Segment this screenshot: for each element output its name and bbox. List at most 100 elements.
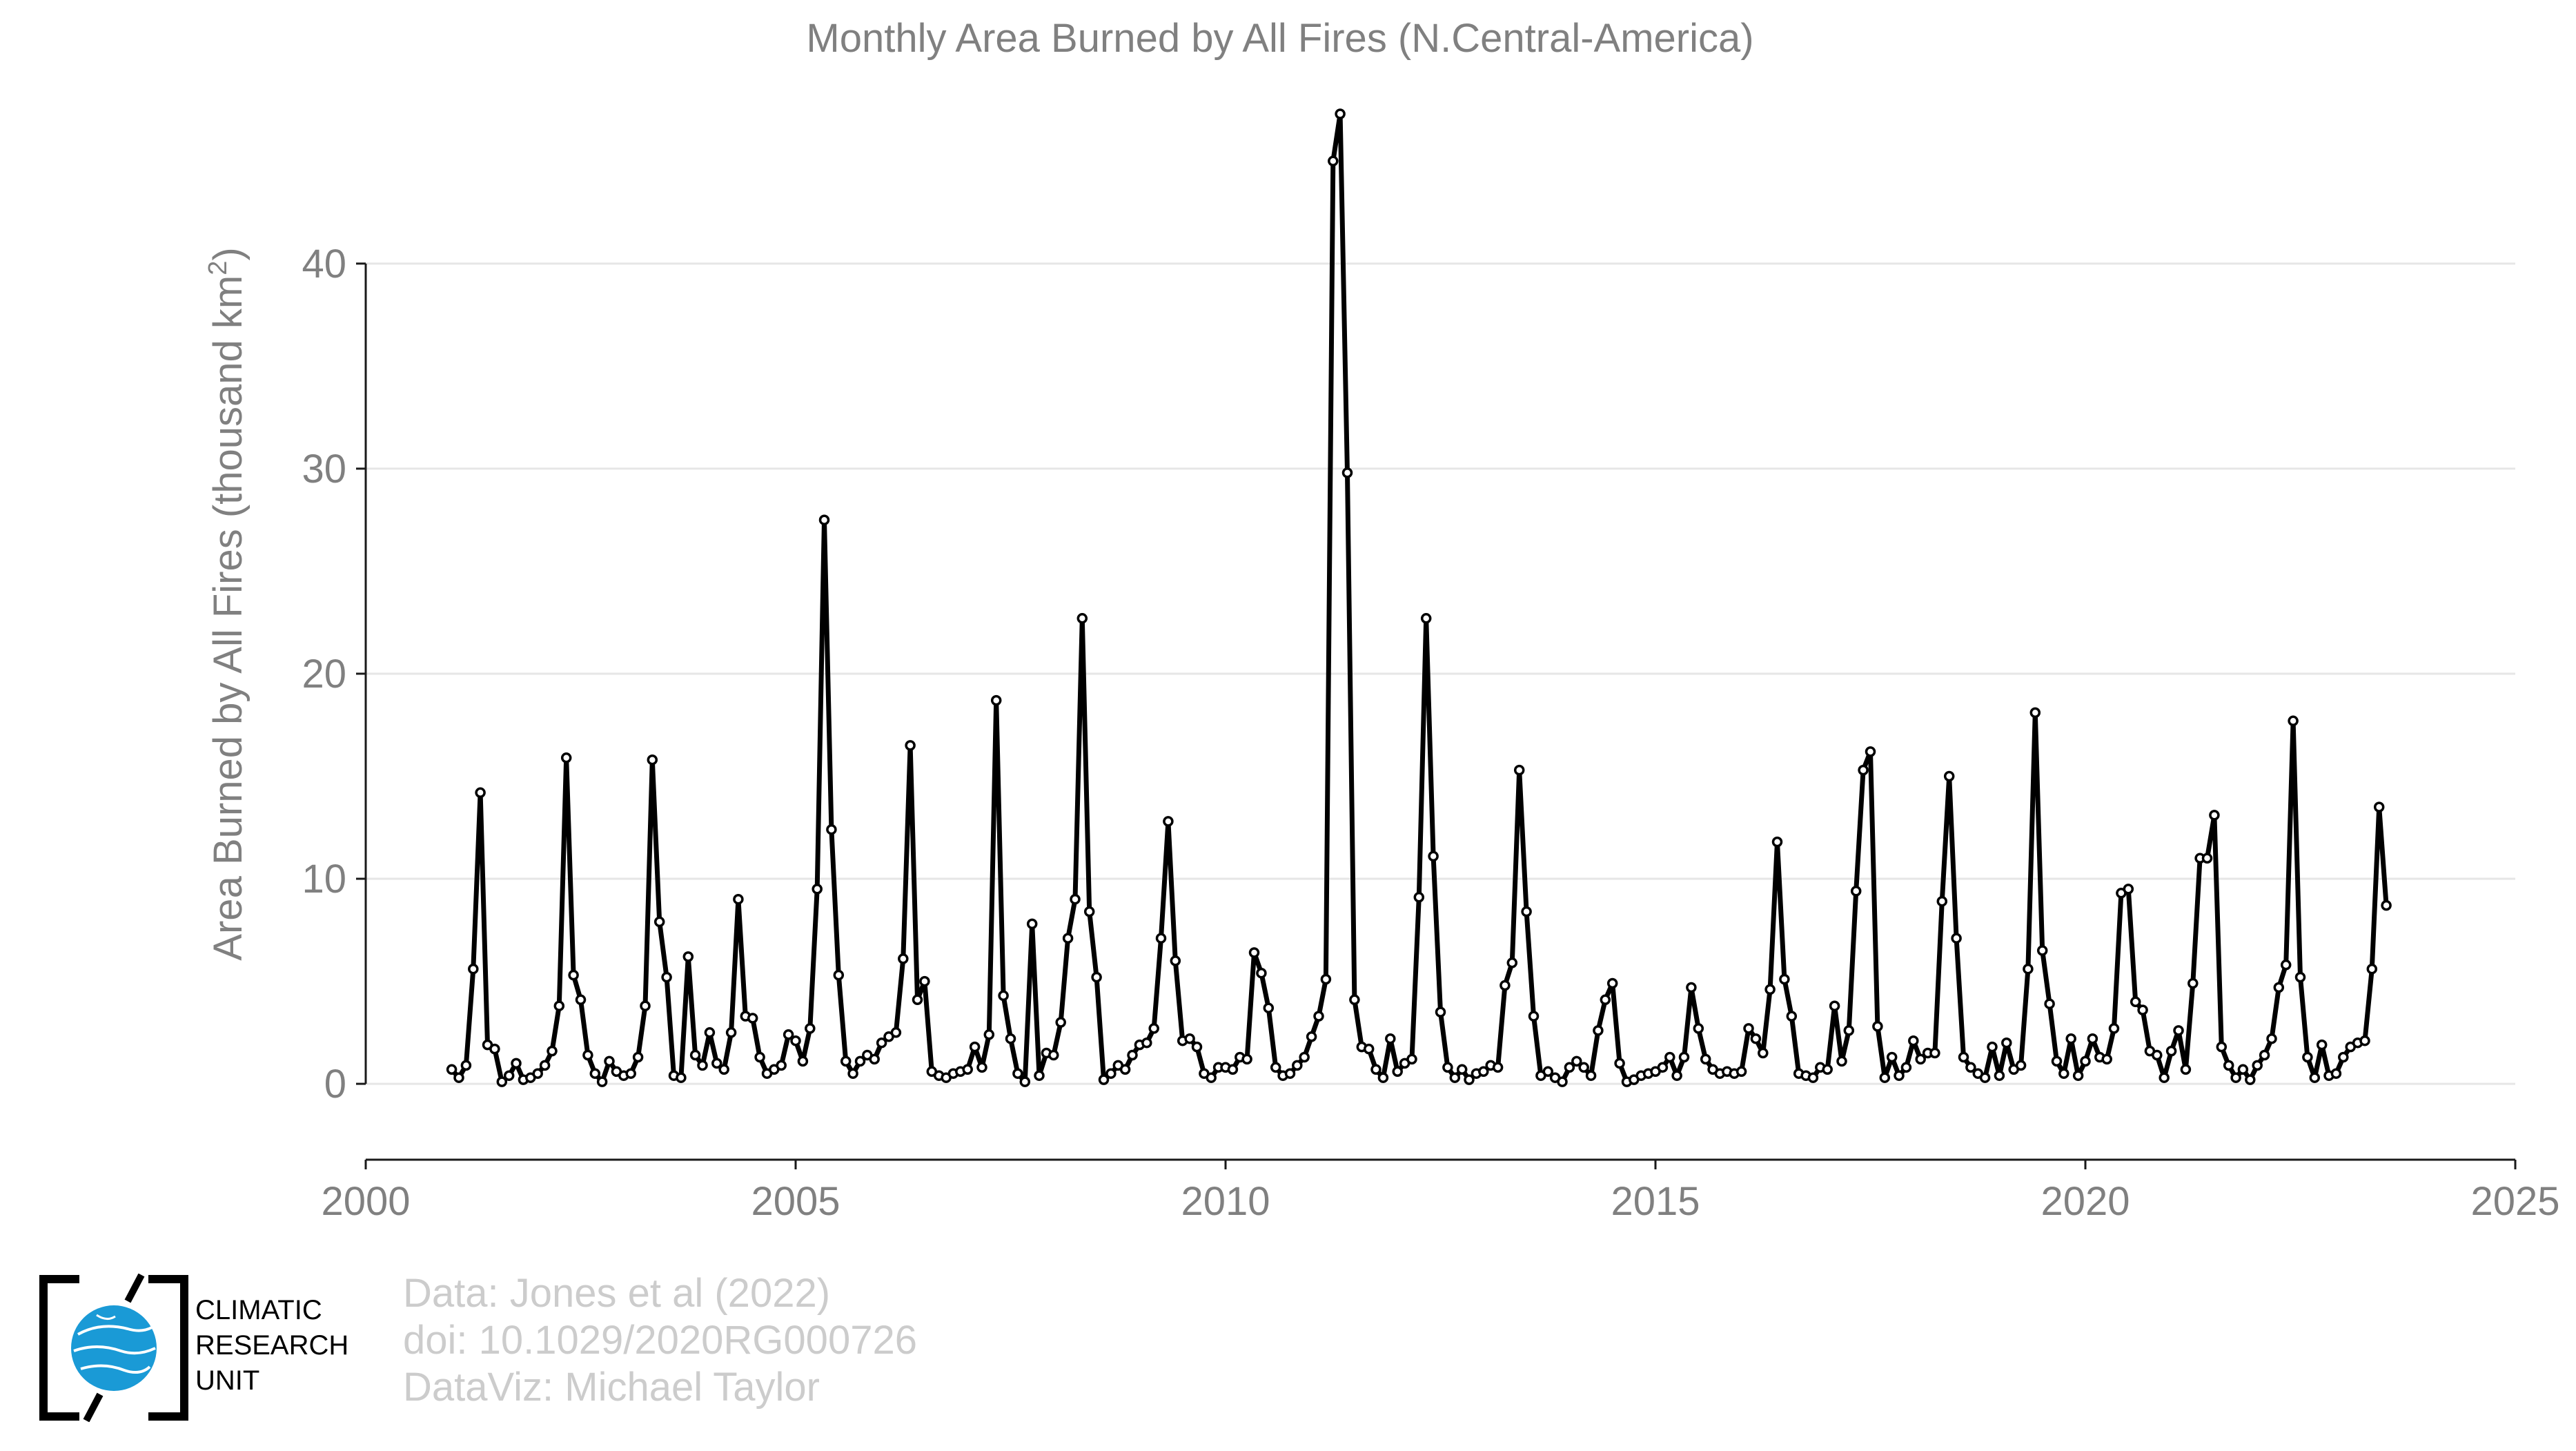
data-point — [1370, 1064, 1382, 1075]
data-point — [2252, 1060, 2263, 1071]
data-point — [1758, 1047, 1769, 1059]
credit-doi: doi: 10.1029/2020RG000726 — [403, 1318, 917, 1363]
data-point — [532, 1068, 543, 1079]
data-point — [511, 1058, 522, 1069]
data-point — [1979, 1072, 1991, 1083]
data-point — [560, 752, 572, 763]
data-point — [1341, 467, 1353, 478]
data-point — [1148, 1023, 1159, 1034]
data-point — [2001, 1037, 2012, 1049]
credit-dataviz: DataViz: Michael Taylor — [403, 1365, 820, 1410]
data-point — [632, 1051, 644, 1063]
data-point — [1807, 1072, 1819, 1083]
data-point — [1026, 918, 1038, 930]
y-tick-label-30: 30 — [302, 447, 346, 491]
data-point — [1958, 1051, 1969, 1063]
data-point — [689, 1049, 701, 1061]
data-point — [2137, 1004, 2148, 1015]
y-axis-label-close: ) — [206, 247, 250, 260]
data-point — [682, 951, 694, 962]
x-tick-label-2005: 2005 — [751, 1179, 840, 1224]
data-point — [2309, 1072, 2321, 1083]
data-point — [1822, 1064, 1833, 1075]
data-point — [1506, 957, 1518, 968]
data-point — [475, 787, 486, 799]
y-tick-label-20: 20 — [302, 652, 346, 697]
data-point — [1771, 836, 1783, 848]
data-point — [1894, 1070, 1905, 1081]
data-point — [1012, 1068, 1023, 1079]
data-point — [1299, 1051, 1310, 1063]
data-point — [1392, 1066, 1403, 1078]
data-point — [1270, 1062, 1281, 1073]
data-point — [2072, 1070, 2084, 1081]
data-point — [697, 1060, 708, 1071]
data-point — [1256, 967, 1267, 979]
data-point — [1349, 994, 1360, 1006]
data-points — [446, 108, 2392, 1087]
data-point — [854, 1055, 866, 1067]
data-point — [733, 893, 744, 905]
data-point — [1829, 1000, 1840, 1011]
data-point — [1119, 1064, 1131, 1075]
data-point — [2173, 1025, 2184, 1036]
data-point — [1478, 1066, 1489, 1078]
y-axis-label: Area Burned by All Fires (thousand km2) — [204, 247, 250, 960]
data-point — [1320, 973, 1332, 985]
data-point — [983, 1029, 995, 1040]
data-point — [711, 1058, 722, 1069]
data-point — [640, 1000, 651, 1011]
data-point — [1500, 980, 1511, 991]
data-point — [847, 1068, 858, 1079]
data-point — [1943, 770, 1955, 782]
data-point — [2159, 1072, 2170, 1083]
data-point — [912, 994, 923, 1006]
data-point — [568, 969, 579, 981]
series-line — [449, 111, 2389, 1084]
data-point — [2180, 1064, 2192, 1075]
y-axis-label-text: Area Burned by All Fires (thousand km — [206, 275, 250, 961]
data-point — [805, 1023, 816, 1034]
data-point — [1055, 1017, 1066, 1028]
data-point — [2230, 1072, 2241, 1083]
data-point — [582, 1049, 593, 1061]
data-point — [1843, 1025, 1855, 1036]
data-point — [460, 1060, 472, 1071]
data-point — [2051, 1055, 2063, 1067]
data-point — [2209, 810, 2220, 821]
data-point — [1062, 933, 1074, 944]
data-point — [2065, 1033, 2076, 1044]
data-point — [1098, 1074, 1110, 1085]
data-point — [1227, 1064, 1239, 1075]
data-point — [1606, 977, 1618, 989]
data-point — [661, 971, 672, 983]
data-point — [1284, 1068, 1296, 1079]
data-point — [919, 975, 930, 987]
data-point — [1614, 1058, 1625, 1069]
data-point — [1557, 1076, 1568, 1087]
data-point — [2316, 1039, 2328, 1051]
data-point — [2359, 1035, 2370, 1046]
logo-line-climatic: CLIMATIC — [195, 1295, 322, 1325]
data-point — [1936, 895, 1948, 907]
data-point — [1191, 1041, 1203, 1053]
data-point — [625, 1068, 636, 1079]
data-point — [1306, 1031, 1317, 1042]
data-point — [1786, 1011, 1798, 1022]
data-point — [676, 1072, 687, 1083]
data-point — [2366, 963, 2378, 975]
data-point — [1170, 955, 1181, 966]
data-point — [2223, 1060, 2234, 1071]
data-point — [2280, 960, 2292, 971]
data-point — [1965, 1062, 1976, 1073]
data-point — [1363, 1043, 1375, 1055]
data-point — [818, 514, 830, 525]
data-point — [1019, 1076, 1031, 1087]
data-point — [1428, 850, 1439, 862]
data-point — [1908, 1035, 1919, 1046]
data-point — [647, 754, 658, 766]
data-point — [826, 824, 837, 835]
data-point — [976, 1062, 987, 1073]
data-point — [1836, 1055, 1847, 1067]
